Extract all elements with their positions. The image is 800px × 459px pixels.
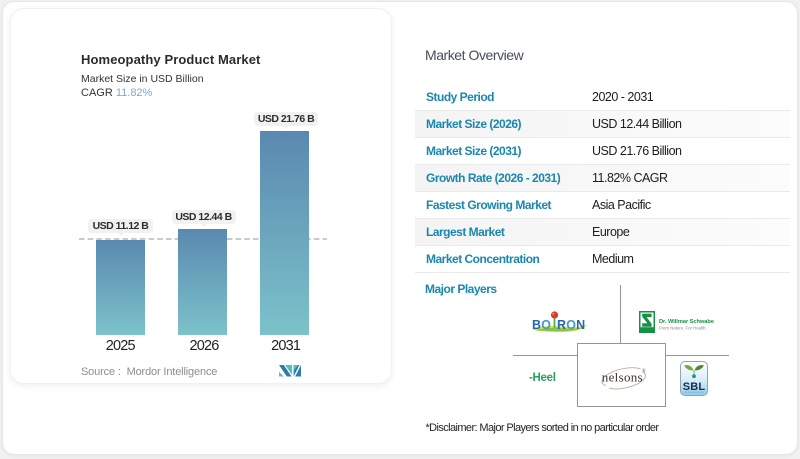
svg-text:From Nature. For Health.: From Nature. For Health. bbox=[659, 325, 707, 330]
svg-text:RON: RON bbox=[557, 318, 585, 332]
svg-text:®: ® bbox=[642, 369, 646, 375]
svg-text:Dr. Willmar Schwabe: Dr. Willmar Schwabe bbox=[659, 319, 714, 325]
svg-text:nelsons: nelsons bbox=[602, 370, 643, 385]
svg-text:BO: BO bbox=[532, 318, 551, 332]
svg-text:SBL: SBL bbox=[683, 381, 706, 393]
